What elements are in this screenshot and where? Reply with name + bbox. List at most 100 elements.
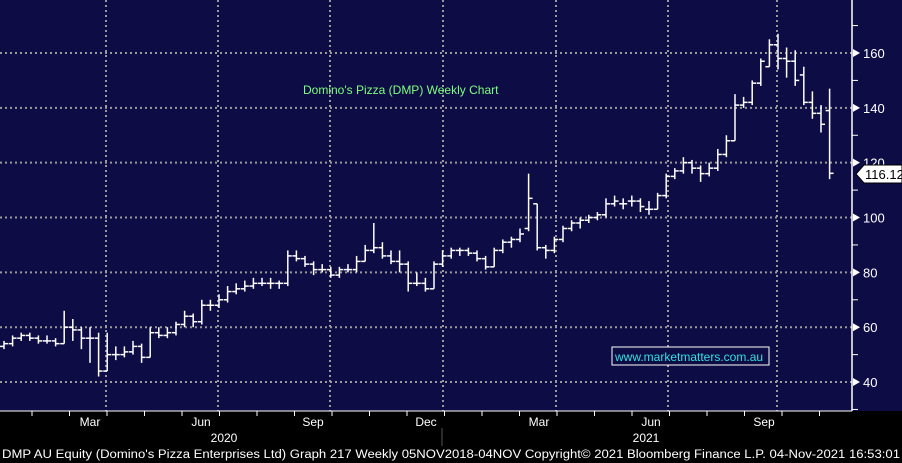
watermark: www.marketmatters.com.au xyxy=(611,346,770,366)
y-tick-label: 100 xyxy=(863,211,885,226)
watermark-text[interactable]: www.marketmatters.com.au xyxy=(614,350,763,364)
y-tick-marker xyxy=(853,213,860,222)
ohlc-bar xyxy=(94,332,103,377)
y-tick-marker xyxy=(853,268,860,277)
ohlc-bar xyxy=(215,294,223,309)
ohlc-bar xyxy=(550,236,559,254)
x-axis: Mar Jun Sep Dec Mar Jun Sep xyxy=(31,411,820,429)
ohlc-bar xyxy=(782,47,791,78)
ohlc-bar xyxy=(206,299,215,311)
ohlc-bar xyxy=(619,198,628,210)
footer-background xyxy=(0,411,902,463)
ohlc-bar xyxy=(25,332,34,341)
y-tick-label: 160 xyxy=(863,46,885,61)
ohlc-bar xyxy=(395,250,404,273)
gridlines xyxy=(0,0,852,411)
ohlc-bar xyxy=(722,135,731,158)
last-price-label: 116.12 xyxy=(855,164,902,184)
ohlc-bar xyxy=(507,236,516,248)
ohlc-bar xyxy=(292,250,301,262)
ohlc-bar xyxy=(68,318,77,341)
ohlc-bar xyxy=(696,165,705,182)
x-tick-label: Dec xyxy=(415,415,436,429)
footer-text: DMP AU Equity (Domino's Pizza Enterprise… xyxy=(2,449,900,461)
last-price-tag xyxy=(855,164,902,184)
ohlc-bar xyxy=(713,148,722,171)
ohlc-bar xyxy=(679,157,688,174)
ohlc-bar xyxy=(765,39,774,68)
ohlc-bar xyxy=(799,66,808,106)
ohlc-bar xyxy=(43,335,51,344)
ohlc-bar xyxy=(404,261,413,292)
x-tick-label: Mar xyxy=(529,415,550,429)
ohlc-bar xyxy=(584,214,593,224)
ohlc-bar xyxy=(0,340,8,350)
ohlc-bar xyxy=(533,203,542,251)
ohlc-bar xyxy=(481,255,490,270)
ohlc-bar xyxy=(232,283,241,295)
ohlc-bar xyxy=(301,255,309,267)
x-tick-label: Mar xyxy=(80,415,101,429)
x-tick-label: Jun xyxy=(641,415,660,429)
ohlc-bar xyxy=(172,321,180,336)
ohlc-bar xyxy=(163,327,172,339)
y-tick-marker xyxy=(853,158,860,167)
ohlc-bar xyxy=(705,162,714,177)
ohlc-bar xyxy=(283,250,292,287)
ohlc-bar xyxy=(567,220,576,232)
ohlc-bar xyxy=(51,338,60,347)
ohlc-bar xyxy=(756,58,765,86)
ohlc-bar xyxy=(352,255,361,273)
ohlc-bar xyxy=(447,247,456,259)
ohlc-bar xyxy=(361,244,370,263)
ohlc-bar xyxy=(576,217,585,229)
ohlc-bar xyxy=(688,159,696,174)
last-price-value: 116.12 xyxy=(865,167,902,182)
ohlc-bar xyxy=(653,192,662,211)
ohlc-bar xyxy=(490,247,499,268)
ohlc-bar xyxy=(636,198,645,213)
ohlc-bar xyxy=(86,327,94,363)
ohlc-bar xyxy=(326,266,335,278)
ohlc-bar xyxy=(524,173,533,232)
ohlc-bar xyxy=(258,277,266,287)
y-tick-label: 140 xyxy=(863,101,885,116)
ohlc-bar xyxy=(645,201,653,215)
ohlc-bar xyxy=(154,327,163,339)
ohlc-bar xyxy=(8,335,17,347)
ohlc-bar xyxy=(791,50,800,86)
ohlc-bar xyxy=(808,91,817,119)
y-tick-marker xyxy=(853,378,860,387)
ohlc-bars xyxy=(0,33,834,377)
ohlc-bar xyxy=(593,212,602,221)
ohlc-bar xyxy=(473,250,481,262)
ohlc-bar xyxy=(103,332,112,372)
ohlc-bar xyxy=(137,343,146,363)
ohlc-bar xyxy=(610,195,619,207)
ohlc-bar xyxy=(430,261,438,290)
ohlc-bar xyxy=(197,299,206,325)
ohlc-bar xyxy=(180,310,189,328)
ohlc-bar xyxy=(662,173,671,199)
ohlc-bar xyxy=(731,94,739,142)
y-tick-label: 80 xyxy=(863,265,877,280)
y-tick-marker xyxy=(853,103,860,112)
watermark-box xyxy=(611,346,770,366)
ohlc-bar xyxy=(817,105,825,133)
ohlc-bar xyxy=(498,239,507,254)
y-tick-marker xyxy=(853,323,860,332)
ohlc-bar xyxy=(438,250,447,267)
ohlc-bar xyxy=(602,198,610,218)
ohlc-bar xyxy=(559,225,567,243)
y-tick-label: 40 xyxy=(863,375,877,390)
ohlc-bar xyxy=(17,332,26,341)
ohlc-bar xyxy=(825,88,834,180)
ohlc-bar xyxy=(146,327,155,359)
ohlc-bar xyxy=(240,280,249,292)
year-label-2020: 2020 xyxy=(211,431,238,445)
ohlc-bar xyxy=(627,195,636,207)
ohlc-bar xyxy=(309,261,318,276)
year-label-2021: 2021 xyxy=(633,431,660,445)
ohlc-bar xyxy=(421,277,430,292)
